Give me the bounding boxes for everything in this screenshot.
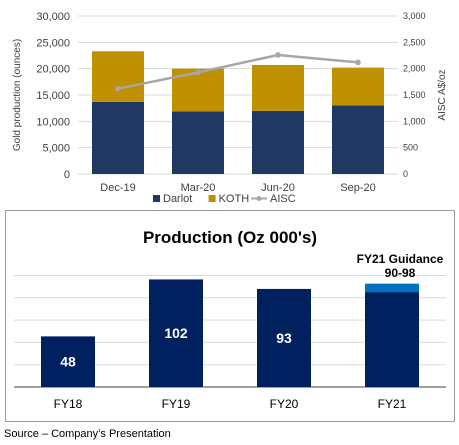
production-aisc-chart: 0 5,000 10,000 15,000 20,000 25,000 30,000 0 500…	[12, 11, 448, 205]
bar-data-label: 102	[164, 325, 188, 341]
bar-darlot	[172, 111, 224, 174]
legend-label: KOTH	[219, 193, 250, 205]
x-tick-label: FY20	[270, 397, 299, 411]
x-tick-label: FY19	[162, 397, 191, 411]
source-note: Source – Company’s Presentation	[4, 428, 171, 440]
aisc-point	[355, 59, 361, 66]
aisc-point	[115, 85, 121, 92]
y2-tick-label: 2,500	[403, 37, 426, 47]
y2-tick-label: 2,000	[403, 64, 426, 74]
y2-tick-label: 1,000	[403, 116, 426, 126]
y2-tick-label: 0	[403, 169, 408, 179]
bar-koth	[252, 64, 304, 111]
aisc-point	[275, 52, 281, 58]
bar-darlot	[332, 105, 384, 174]
y-tick-label: 10,000	[36, 116, 70, 128]
aisc-point	[195, 69, 201, 76]
y2-tick-label: 1,500	[403, 90, 426, 100]
production-bar	[149, 279, 203, 387]
legend-swatch-koth	[208, 195, 216, 202]
y-tick-label: 5,000	[42, 143, 70, 155]
x-tick-label: Mar-20	[181, 182, 216, 194]
production-bar	[365, 292, 419, 387]
y-tick-label: 20,000	[36, 64, 70, 76]
guidance-range-bar	[365, 283, 419, 293]
x-tick-label: Jun-20	[261, 182, 295, 194]
y-tick-label: 0	[64, 169, 70, 181]
y-tick-label: 15,000	[36, 90, 70, 102]
legend-marker-aisc	[256, 196, 262, 201]
guidance-annotation-range: 90-98	[385, 266, 416, 280]
production-bar	[41, 336, 95, 387]
x-tick-label: Sep-20	[340, 182, 375, 194]
bar-data-label: 93	[276, 330, 292, 346]
bar-darlot	[92, 101, 144, 174]
legend-label: AISC	[270, 193, 296, 205]
guidance-annotation: FY21 Guidance	[357, 252, 444, 266]
bar-koth	[92, 51, 144, 102]
legend-swatch-darlot	[153, 195, 160, 202]
bar-data-label: 48	[60, 354, 76, 370]
y-tick-label: 30,000	[36, 11, 70, 23]
bar-darlot	[252, 110, 304, 174]
chart-title: Production (Oz 000's)	[143, 228, 317, 247]
x-tick-label: FY21	[378, 397, 407, 411]
x-tick-label: Dec-19	[100, 182, 135, 194]
y2-tick-label: 500	[403, 143, 418, 153]
production-chart-panel: Production (Oz 000's) 48 FY18 102 FY19 93 FY20…	[5, 210, 455, 422]
y-tick-label: 25,000	[36, 37, 70, 49]
x-tick-label: FY18	[54, 397, 83, 411]
y2-tick-label: 3,000	[403, 11, 426, 21]
annual-production-chart: Production (Oz 000's) 48 FY18 102 FY19 93 FY20…	[14, 228, 446, 411]
bar-koth	[332, 67, 384, 106]
aisc-line	[117, 53, 359, 90]
production-bar	[257, 288, 311, 387]
y-axis-label: Gold production (ounces)	[12, 39, 23, 151]
legend-label: Darlot	[163, 193, 192, 205]
y2-axis-label: AISC A$/oz	[437, 69, 448, 120]
